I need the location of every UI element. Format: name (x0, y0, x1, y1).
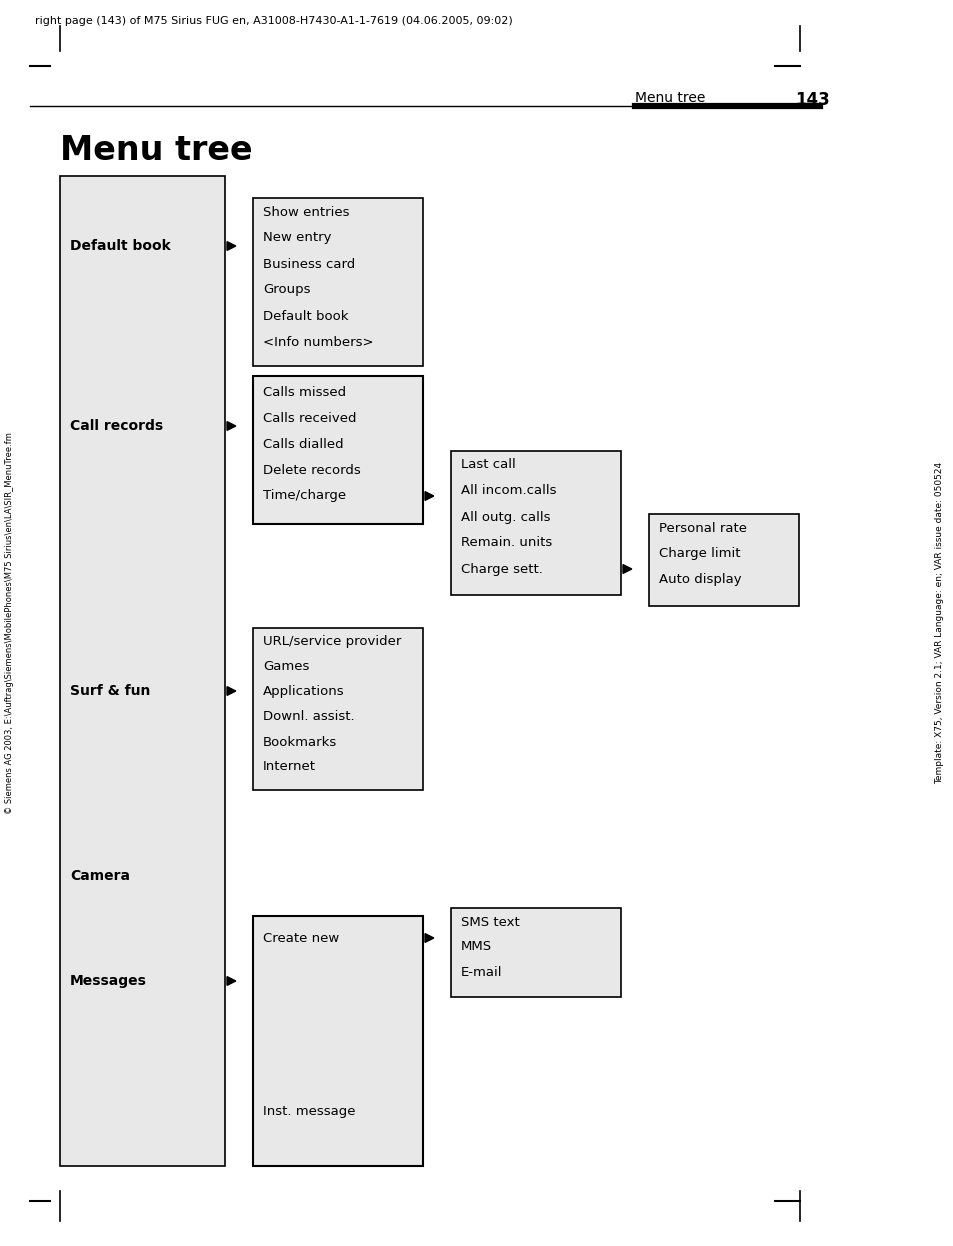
Text: Time/charge: Time/charge (263, 490, 346, 502)
Text: Call records: Call records (70, 419, 163, 434)
Text: Default book: Default book (263, 309, 348, 323)
Text: All outg. calls: All outg. calls (460, 511, 550, 523)
Text: Calls received: Calls received (263, 411, 356, 425)
Polygon shape (227, 977, 235, 986)
Text: Menu tree: Menu tree (635, 91, 704, 105)
Polygon shape (424, 933, 434, 942)
Text: Default book: Default book (70, 239, 171, 253)
Text: Create new: Create new (263, 932, 339, 944)
Text: Charge sett.: Charge sett. (460, 562, 542, 576)
Text: 143: 143 (794, 91, 829, 108)
Bar (451, 908, 620, 997)
Text: Last call: Last call (460, 459, 516, 471)
Text: Menu tree: Menu tree (60, 135, 253, 167)
Text: Inst. message: Inst. message (263, 1104, 355, 1118)
Text: Surf & fun: Surf & fun (70, 684, 151, 698)
Text: Applications: Applications (263, 685, 344, 699)
Text: URL/service provider: URL/service provider (263, 635, 401, 648)
Text: Bookmarks: Bookmarks (263, 735, 337, 749)
Polygon shape (227, 421, 235, 430)
Text: Charge limit: Charge limit (659, 547, 740, 561)
Text: Auto display: Auto display (659, 573, 740, 587)
Polygon shape (622, 564, 631, 573)
Text: Calls missed: Calls missed (263, 385, 346, 399)
Text: Personal rate: Personal rate (659, 522, 746, 535)
Bar (253, 376, 422, 525)
Text: Calls dialled: Calls dialled (263, 437, 343, 451)
Text: E-mail: E-mail (460, 966, 502, 978)
Text: Groups: Groups (263, 284, 310, 297)
Text: Internet: Internet (263, 760, 315, 774)
Text: Template: X75, Version 2.1; VAR Language: en; VAR issue date: 050524: Template: X75, Version 2.1; VAR Language… (935, 462, 943, 784)
Polygon shape (424, 492, 434, 501)
Text: right page (143) of M75 Sirius FUG en, A31008-H7430-A1-1-7619 (04.06.2005, 09:02: right page (143) of M75 Sirius FUG en, A… (35, 16, 512, 26)
Text: Messages: Messages (70, 974, 147, 988)
Bar (253, 916, 422, 1166)
Bar (60, 176, 225, 1166)
Text: Games: Games (263, 660, 309, 674)
Polygon shape (227, 242, 235, 250)
Text: Show entries: Show entries (263, 206, 349, 218)
Text: Downl. assist.: Downl. assist. (263, 710, 355, 724)
Text: Camera: Camera (70, 868, 130, 883)
Text: SMS text: SMS text (460, 916, 519, 928)
Text: MMS: MMS (460, 941, 492, 953)
Bar (451, 451, 620, 596)
Bar (648, 515, 799, 606)
Bar (253, 628, 422, 790)
Text: <Info numbers>: <Info numbers> (263, 335, 374, 349)
Text: Business card: Business card (263, 258, 355, 270)
Bar (253, 198, 422, 366)
Text: New entry: New entry (263, 232, 331, 244)
Text: All incom.calls: All incom.calls (460, 485, 556, 497)
Text: © Siemens AG 2003, E:\Auftrag\Siemens\MobilePhones\M75 Sirius\en\LA\SIR_MenuTree: © Siemens AG 2003, E:\Auftrag\Siemens\Mo… (6, 432, 14, 814)
Text: Remain. units: Remain. units (460, 537, 552, 549)
Text: Delete records: Delete records (263, 464, 360, 476)
Polygon shape (227, 687, 235, 695)
